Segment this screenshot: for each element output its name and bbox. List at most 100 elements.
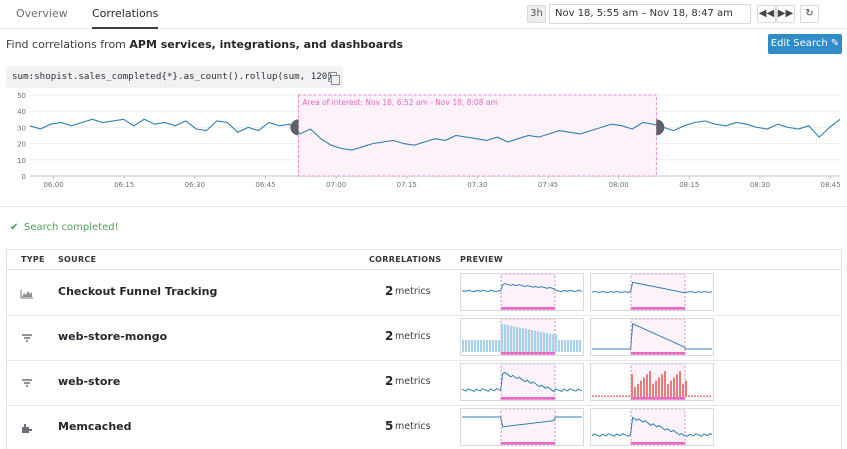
integration-icon [22, 424, 32, 433]
service-icon [22, 334, 32, 342]
results-table: TYPE SOURCE CORRELATIONS PREVIEW Checkou… [6, 249, 842, 449]
edit-search-button[interactable]: Edit Search ✎ [768, 34, 842, 54]
table-row[interactable]: Checkout Funnel Tracking 2 metrics [7, 271, 841, 316]
preview-chart[interactable] [460, 408, 584, 446]
table-row[interactable]: web-store 2 metrics [7, 361, 841, 406]
preview-chart[interactable] [590, 318, 714, 356]
preview-sparkline [461, 274, 583, 310]
query-box: sum:shopist.sales_completed{*}.as_count(… [6, 66, 343, 88]
preview-bar [570, 340, 573, 352]
preview-chart[interactable] [460, 273, 584, 311]
timerange-badge[interactable]: 3h [527, 5, 546, 23]
preview-chart[interactable] [590, 363, 714, 401]
page-subtitle: Find correlations from APM services, int… [6, 38, 403, 51]
preview-chart[interactable] [590, 273, 714, 311]
y-tick-label: 40 [17, 108, 26, 116]
range-handle-left[interactable] [290, 119, 299, 136]
preview-bar [501, 324, 504, 352]
preview-bar [619, 395, 621, 397]
preview-bar [540, 331, 543, 352]
preview-highlight-bar [631, 442, 685, 445]
check-icon: ✔ [10, 222, 19, 233]
preview-bar [655, 380, 657, 397]
copy-icon[interactable] [328, 72, 340, 85]
x-tick-label: 07:15 [397, 181, 417, 189]
preview-bar [610, 395, 612, 397]
preview-bar [549, 333, 552, 352]
row-source[interactable]: web-store [58, 375, 121, 388]
preview-bar [694, 395, 696, 397]
preview-bar [537, 331, 540, 352]
preview-bar [468, 340, 471, 352]
preview-highlight [630, 274, 686, 310]
x-tick-label: 07:30 [467, 181, 487, 189]
y-tick-label: 0 [22, 173, 26, 181]
preview-bar [634, 386, 636, 397]
preview-highlight [630, 409, 686, 445]
row-source[interactable]: web-store-mongo [58, 330, 168, 343]
preview-bar [685, 380, 687, 397]
reset-icon[interactable]: ↻ [800, 5, 819, 23]
status-text: Search completed! [24, 222, 119, 233]
preview-bar [579, 340, 582, 352]
subtitle-bold: APM services, integrations, and dashboar… [129, 38, 403, 51]
preview-line [591, 281, 713, 294]
rewind-icon[interactable]: ◀◀ [757, 5, 776, 23]
x-tick-label: 06:30 [185, 181, 205, 189]
preview-line [591, 416, 713, 438]
preview-bar [625, 395, 627, 397]
preview-bar [564, 340, 567, 352]
row-source[interactable]: Checkout Funnel Tracking [58, 285, 218, 298]
preview-bar [525, 328, 528, 352]
row-count: 2 [385, 329, 394, 343]
tab-overview[interactable]: Overview [16, 7, 68, 20]
preview-bar [595, 395, 597, 397]
preview-bar [504, 324, 507, 352]
preview-bar [673, 377, 675, 397]
y-tick-label: 50 [17, 92, 26, 100]
table-row[interactable]: Memcached 5 metrics [7, 406, 841, 449]
range-handle-right[interactable] [656, 119, 665, 136]
preview-bar [471, 340, 474, 352]
table-row[interactable]: web-store-mongo 2 metrics [7, 316, 841, 361]
table-header: TYPE SOURCE CORRELATIONS PREVIEW [7, 250, 841, 270]
row-unit: metrics [395, 421, 431, 432]
preview-bar [607, 395, 609, 397]
x-tick-label: 08:15 [679, 181, 699, 189]
preview-highlight [500, 409, 556, 445]
preview-bar [576, 340, 579, 352]
preview-bar [474, 340, 477, 352]
preview-bar [637, 383, 639, 397]
preview-bar [682, 383, 684, 397]
preview-bar [510, 325, 513, 352]
fast-forward-icon[interactable]: ▶▶ [776, 5, 795, 23]
preview-chart[interactable] [460, 363, 584, 401]
tab-correlations[interactable]: Correlations [92, 0, 159, 29]
y-tick-label: 30 [17, 124, 26, 132]
dashboard-icon [20, 290, 33, 299]
query-text: sum:shopist.sales_completed{*}.as_count(… [12, 71, 333, 82]
preview-sparkline [591, 409, 713, 445]
preview-highlight-bar [631, 307, 685, 310]
preview-chart[interactable] [460, 318, 584, 356]
preview-bar [628, 395, 630, 397]
preview-bar [492, 340, 495, 352]
y-tick-label: 20 [17, 141, 26, 149]
preview-bar [649, 371, 651, 397]
divider [0, 206, 847, 207]
preview-bar [528, 329, 531, 352]
preview-bar [622, 395, 624, 397]
preview-bar [643, 377, 645, 397]
area-of-interest [298, 94, 657, 177]
preview-bar [661, 374, 663, 397]
preview-chart[interactable] [590, 408, 714, 446]
preview-bar [670, 380, 672, 397]
timerange-input[interactable]: Nov 18, 5:55 am – Nov 18, 8:47 am [549, 4, 751, 24]
row-count: 5 [385, 419, 394, 433]
preview-bar [552, 334, 555, 352]
row-source[interactable]: Memcached [58, 420, 132, 433]
preview-bar [604, 395, 606, 397]
preview-bar [480, 340, 483, 352]
preview-bar [706, 395, 708, 397]
preview-bar [640, 380, 642, 397]
